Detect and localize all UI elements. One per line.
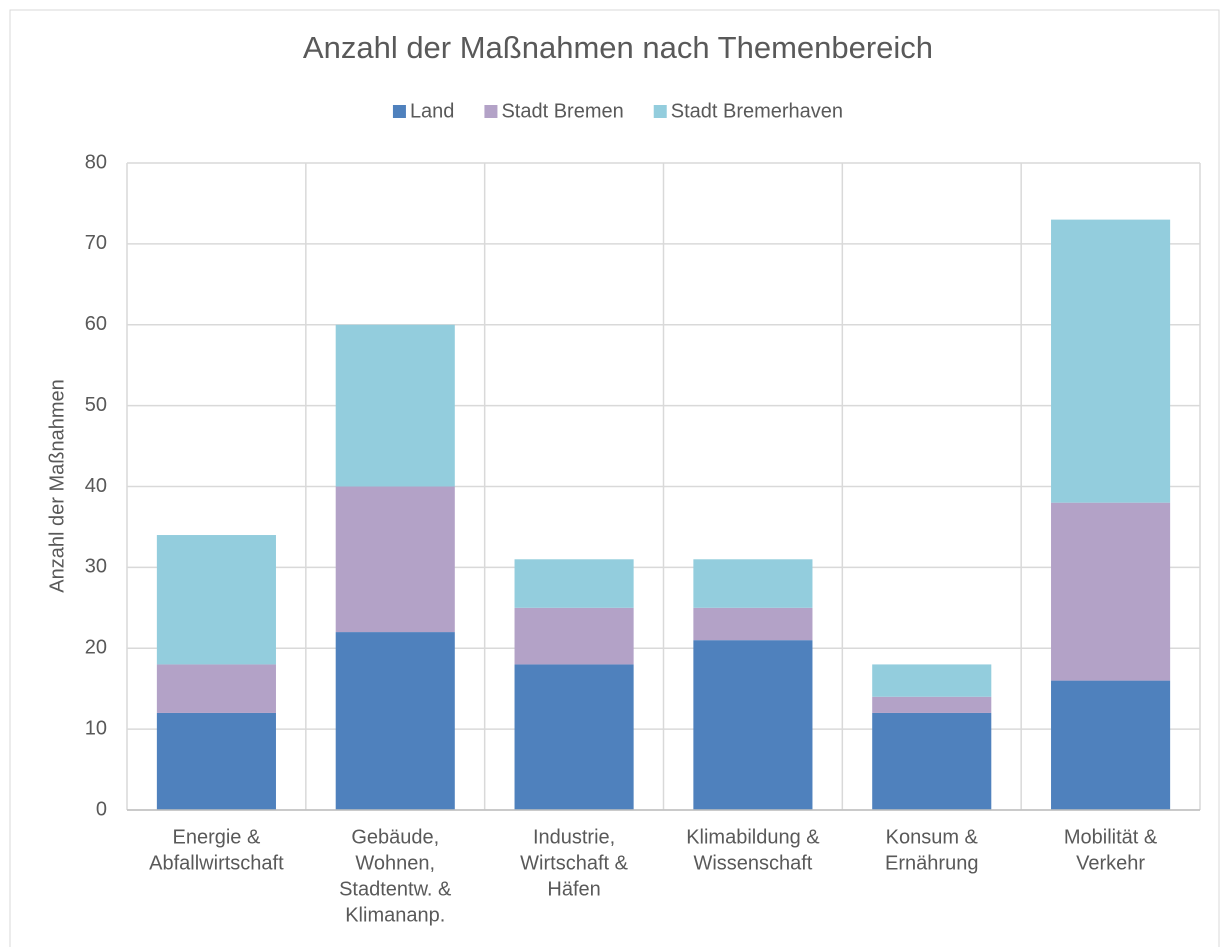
bar-segment — [514, 664, 634, 810]
x-tick-label: Verkehr — [1076, 852, 1145, 874]
bar-segment — [1051, 219, 1171, 503]
bar-segment — [872, 712, 992, 810]
bar-segment — [514, 559, 634, 608]
x-tick-label: Gebäude, — [351, 826, 439, 848]
x-tick-label: Häfen — [547, 878, 600, 900]
x-tick-label: Energie & — [172, 826, 260, 848]
legend-label: Stadt Bremen — [501, 100, 623, 122]
chart-title: Anzahl der Maßnahmen nach Themenbereich — [303, 30, 933, 65]
y-tick-label: 20 — [85, 637, 107, 659]
y-axis-label: Anzahl der Maßnahmen — [46, 379, 68, 592]
legend-label: Stadt Bremerhaven — [671, 100, 843, 122]
x-tick-label: Konsum & — [886, 826, 979, 848]
x-tick-label: Klimabildung & — [686, 826, 820, 848]
y-tick-label: 60 — [85, 313, 107, 335]
bar-segment — [693, 607, 813, 641]
x-tick-label: Ernährung — [885, 852, 978, 874]
legend-swatch — [484, 105, 498, 118]
y-tick-label: 70 — [85, 232, 107, 254]
x-tick-label: Wirtschaft & — [520, 852, 628, 874]
bar-segment — [872, 696, 992, 713]
bar-segment — [1051, 502, 1171, 681]
x-tick-label: Wohnen, — [355, 852, 435, 874]
bar-segment — [335, 324, 455, 487]
x-tick-label: Wissenschaft — [693, 852, 812, 874]
y-tick-label: 40 — [85, 475, 107, 497]
x-tick-label: Industrie, — [533, 826, 615, 848]
y-tick-label: 80 — [85, 151, 107, 173]
x-tick-label: Mobilität & — [1064, 826, 1158, 848]
bar-segment — [335, 486, 455, 633]
bar-segment — [1051, 680, 1171, 810]
legend-swatch — [392, 105, 406, 118]
y-tick-label: 30 — [85, 556, 107, 578]
bar-segment — [693, 640, 813, 810]
x-tick-label: Abfallwirtschaft — [149, 852, 284, 874]
y-tick-label: 10 — [85, 717, 107, 739]
x-tick-label: Stadtentw. & — [339, 878, 452, 900]
y-tick-label: 50 — [85, 394, 107, 416]
bar-segment — [156, 664, 276, 713]
y-tick-label: 0 — [96, 798, 107, 820]
legend-label: Land — [410, 100, 455, 122]
bar-segment — [335, 632, 455, 810]
bar-segment — [156, 712, 276, 810]
bar-segment — [693, 559, 813, 608]
bar-segment — [872, 664, 992, 697]
bar-segment — [514, 607, 634, 665]
legend-swatch — [653, 105, 667, 118]
x-tick-label: Klimananp. — [345, 904, 445, 926]
bar-segment — [156, 535, 276, 665]
